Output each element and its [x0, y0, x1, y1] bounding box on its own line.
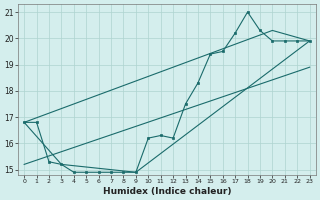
X-axis label: Humidex (Indice chaleur): Humidex (Indice chaleur): [103, 187, 231, 196]
